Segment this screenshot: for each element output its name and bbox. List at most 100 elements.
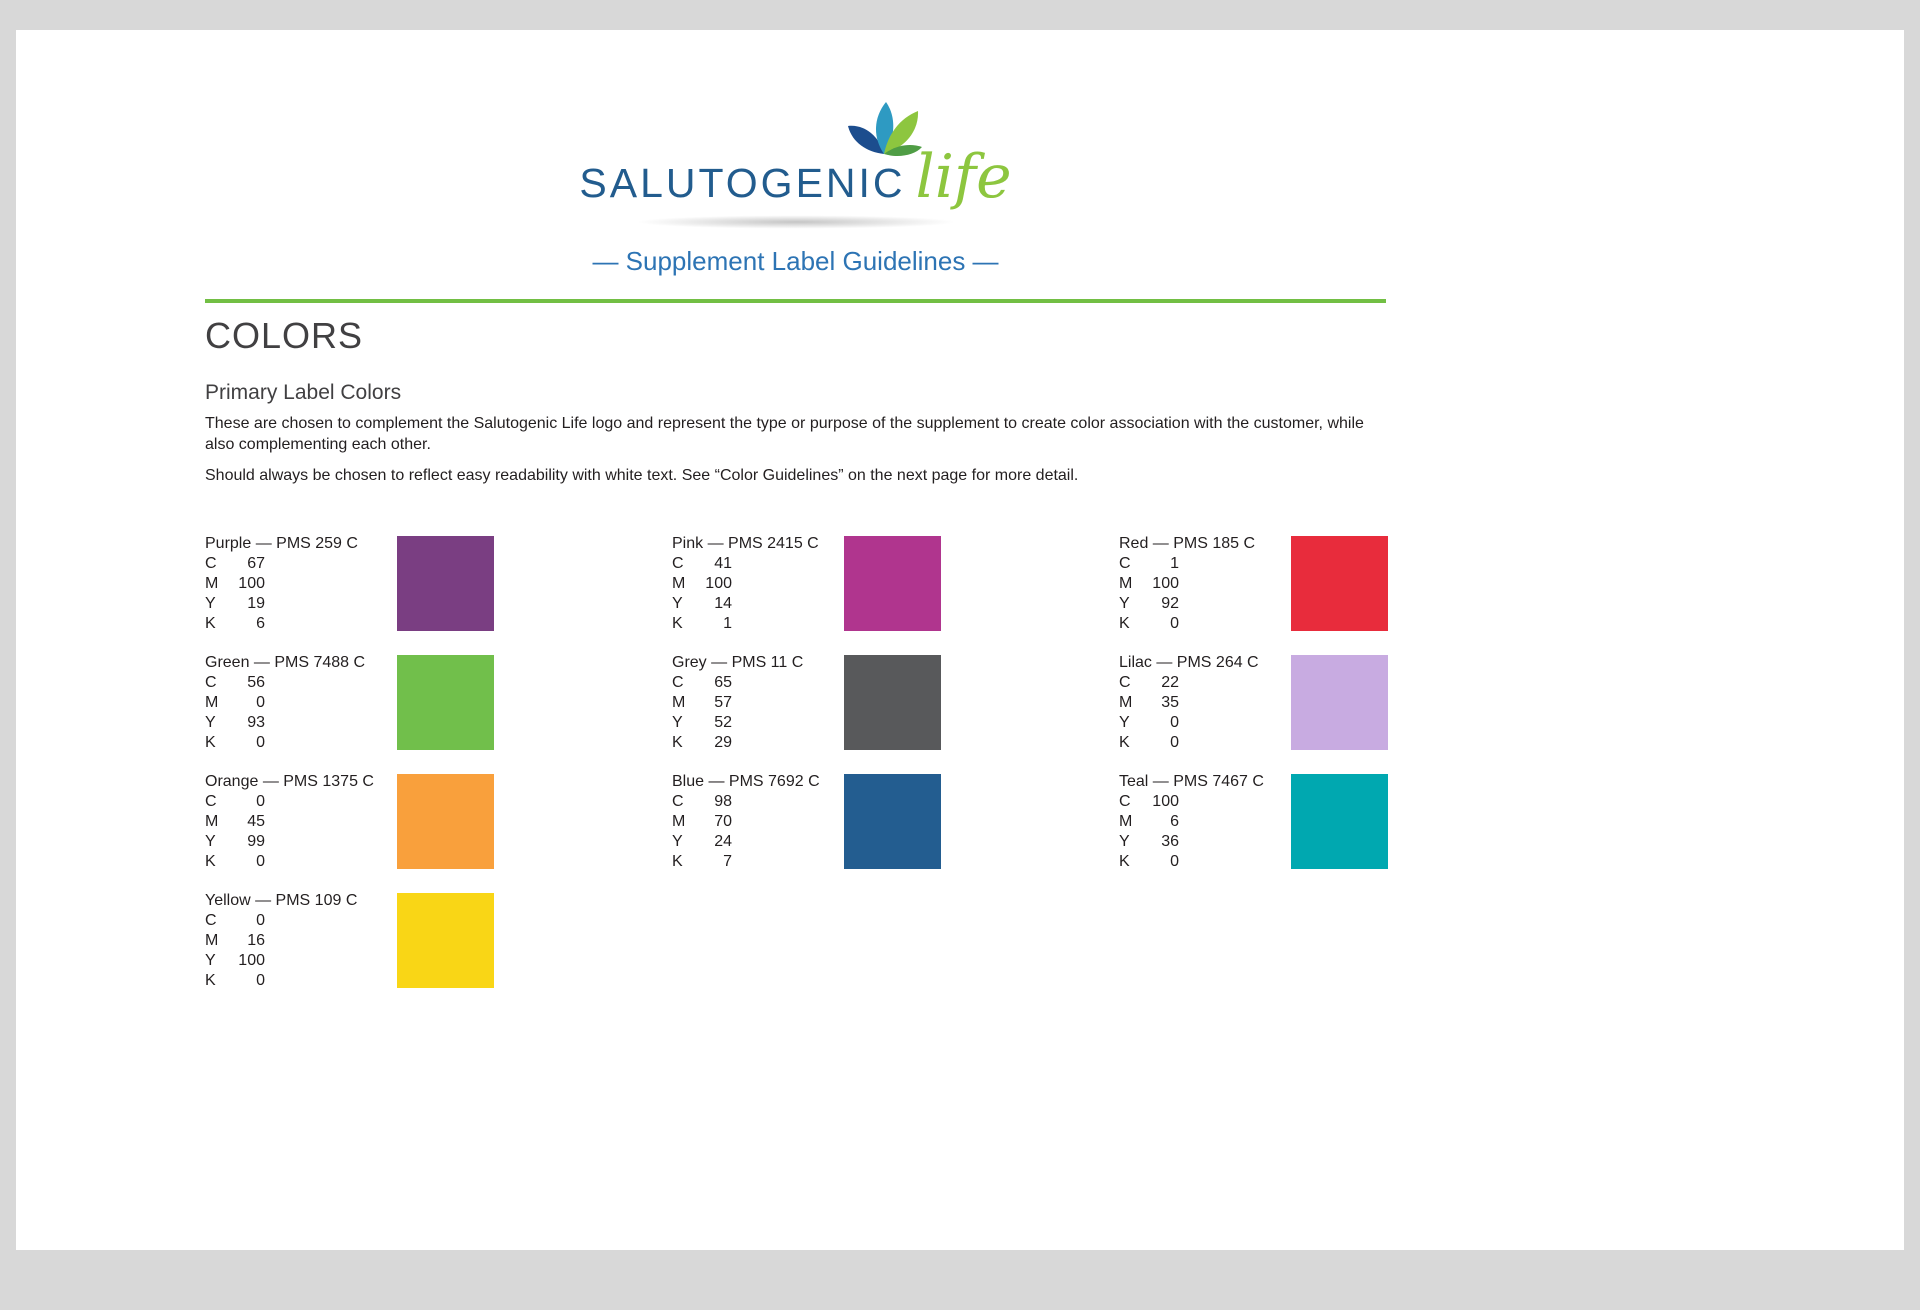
cmyk-row-c: C 100 (1119, 794, 1291, 810)
cmyk-row-m: M 100 (205, 576, 397, 592)
cmyk-row-y: Y 24 (672, 834, 844, 850)
cmyk-value: 35 (1161, 694, 1179, 712)
cmyk-letter: Y (205, 833, 216, 851)
cmyk-row-y: Y 14 (672, 596, 844, 612)
cmyk-letter: C (205, 912, 217, 930)
swatch-label: Purple — PMS 259 C (205, 535, 358, 553)
cmyk-row-m: M 45 (205, 814, 397, 830)
cmyk-value: 36 (1161, 833, 1179, 851)
cmyk-value: 100 (1152, 575, 1179, 593)
cmyk-letter: K (205, 853, 216, 871)
swatch-label: Pink — PMS 2415 C (672, 535, 819, 553)
cmyk-letter: Y (1119, 833, 1130, 851)
document-page: SALUTOGENIC life — Supplement Label Guid… (16, 30, 1904, 1250)
swatch-label: Lilac — PMS 264 C (1119, 654, 1259, 672)
swatch-label: Red — PMS 185 C (1119, 535, 1256, 553)
color-swatch (844, 536, 941, 632)
cmyk-value: 6 (256, 615, 265, 633)
cmyk-letter: K (205, 972, 216, 990)
divider-rule (205, 299, 1386, 303)
cmyk-letter: M (205, 932, 219, 950)
cmyk-row-m: M 100 (1119, 576, 1291, 592)
swatch-text: Grey — PMS 11 C C 65 M 57 Y 52 K 29 (672, 654, 844, 752)
cmyk-value: 1 (1170, 555, 1179, 573)
cmyk-value: 0 (256, 793, 265, 811)
cmyk-value: 0 (1170, 734, 1179, 752)
color-swatch (397, 655, 494, 751)
color-swatch (1291, 536, 1388, 632)
cmyk-letter: K (205, 615, 216, 633)
cmyk-row-y: Y 99 (205, 834, 397, 850)
cmyk-value: 0 (1170, 853, 1179, 871)
cmyk-value: 56 (247, 674, 265, 692)
swatch-label: Blue — PMS 7692 C (672, 773, 820, 791)
cmyk-letter: C (1119, 674, 1131, 692)
section-title: COLORS (205, 315, 364, 356)
color-swatch (844, 655, 941, 751)
cmyk-letter: K (672, 734, 683, 752)
cmyk-value: 0 (1170, 714, 1179, 732)
cmyk-value: 98 (714, 793, 732, 811)
cmyk-row-y: Y 93 (205, 715, 397, 731)
logo-wordmark: SALUTOGENIC life (205, 102, 1386, 207)
cmyk-row-m: M 100 (672, 576, 844, 592)
cmyk-value: 0 (256, 972, 265, 990)
cmyk-letter: K (1119, 853, 1130, 871)
cmyk-row-c: C 22 (1119, 675, 1291, 691)
cmyk-value: 24 (714, 833, 732, 851)
cmyk-letter: C (205, 555, 217, 573)
cmyk-letter: C (1119, 555, 1131, 573)
cmyk-letter: Y (672, 833, 683, 851)
cmyk-value: 0 (256, 734, 265, 752)
color-swatch (844, 774, 941, 870)
cmyk-letter: K (205, 734, 216, 752)
cmyk-value: 6 (1170, 813, 1179, 831)
cmyk-letter: K (672, 615, 683, 633)
cmyk-value: 100 (705, 575, 732, 593)
color-swatch (397, 893, 494, 989)
cmyk-letter: C (672, 793, 684, 811)
butterfly-leaf-icon (844, 94, 924, 161)
color-swatch (1291, 655, 1388, 751)
swatch-label: Orange — PMS 1375 C (205, 773, 374, 791)
logo-text-salutogenic: SALUTOGENIC (579, 160, 906, 206)
cmyk-row-c: C 67 (205, 556, 397, 572)
cmyk-letter: Y (672, 714, 683, 732)
swatch-label: Grey — PMS 11 C (672, 654, 804, 672)
cmyk-letter: Y (1119, 714, 1130, 732)
swatch-label: Teal — PMS 7467 C (1119, 773, 1264, 791)
cmyk-letter: K (1119, 615, 1130, 633)
cmyk-row-c: C 41 (672, 556, 844, 572)
cmyk-value: 67 (247, 555, 265, 573)
swatch-label: Green — PMS 7488 C (205, 654, 366, 672)
cmyk-value: 16 (247, 932, 265, 950)
cmyk-value: 99 (247, 833, 265, 851)
cmyk-row-m: M 16 (205, 933, 397, 949)
logo-shadow (630, 215, 961, 229)
cmyk-letter: M (672, 813, 686, 831)
cmyk-value: 52 (714, 714, 732, 732)
cmyk-value: 0 (256, 912, 265, 930)
cmyk-row-y: Y 52 (672, 715, 844, 731)
cmyk-letter: Y (205, 952, 216, 970)
color-swatch (1291, 774, 1388, 870)
